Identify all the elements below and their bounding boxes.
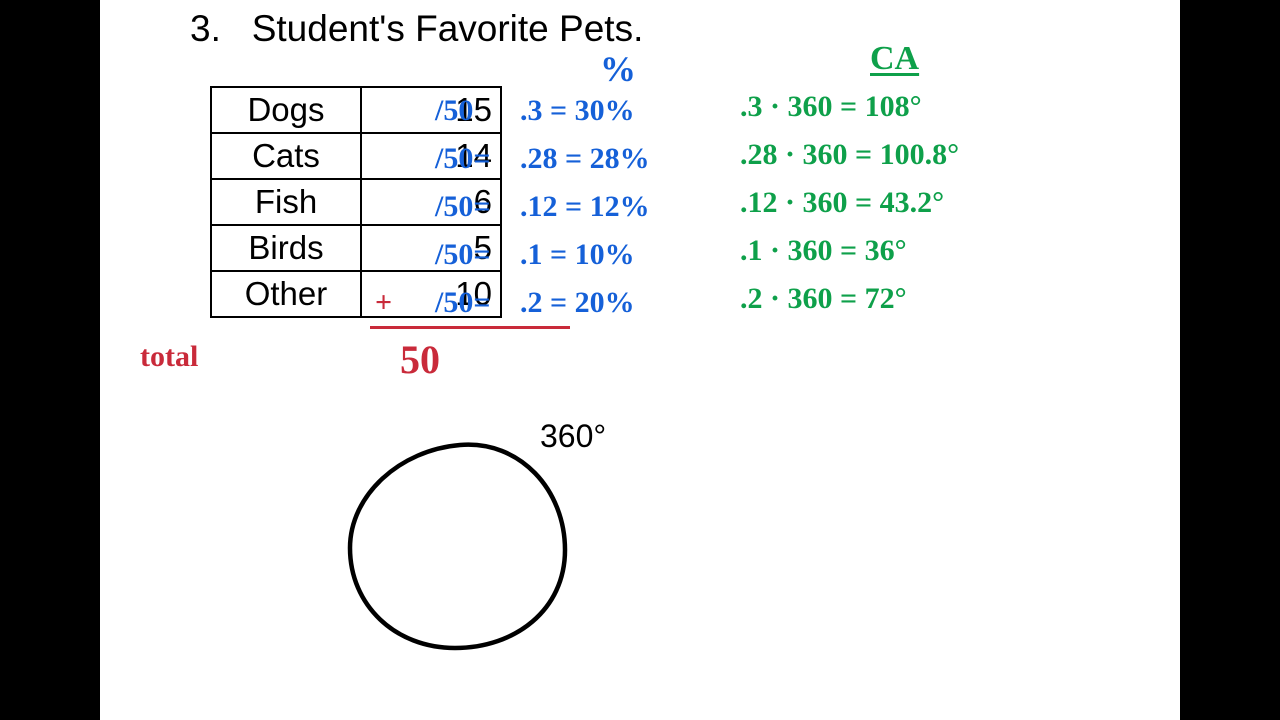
total-label: total [140,340,198,374]
category-cell: Dogs [211,87,361,133]
degree-calc: .28 · 360 = 100.8° [740,138,959,172]
percent-calc: .3 = 30% [520,94,635,128]
category-cell: Other [211,271,361,317]
total-underline [370,326,570,329]
circle-sketch [330,430,590,665]
letterbox-left [0,0,100,720]
percent-calc: .28 = 28% [520,142,650,176]
fraction-note: /50= [435,190,490,224]
percent-calc: .12 = 12% [520,190,650,224]
category-cell: Fish [211,179,361,225]
fraction-note: /50= [435,142,490,176]
whiteboard-content: 3. Student's Favorite Pets. % CA Dogs 15… [100,0,1180,720]
category-cell: Birds [211,225,361,271]
percent-calc: .1 = 10% [520,238,635,272]
plus-sign: + [375,286,392,320]
circle-degrees-label: 360° [540,418,606,455]
fraction-note: /50 [435,94,473,128]
total-value: 50 [400,336,440,383]
problem-text: Student's Favorite Pets. [252,8,644,49]
central-angle-header: CA [870,40,919,78]
percent-calc: .2 = 20% [520,286,635,320]
value-cell: 15 [361,87,501,133]
degree-calc: .2 · 360 = 72° [740,282,907,316]
degree-calc: .3 · 360 = 108° [740,90,922,124]
category-cell: Cats [211,133,361,179]
degree-calc: .12 · 360 = 43.2° [740,186,944,220]
problem-number: 3. [190,8,221,49]
letterbox-right [1180,0,1280,720]
fraction-note: /50= [435,238,490,272]
percent-column-header: % [600,48,636,90]
degree-calc: .1 · 360 = 36° [740,234,907,268]
fraction-note: /50= [435,286,490,320]
problem-title: 3. Student's Favorite Pets. [190,8,643,50]
